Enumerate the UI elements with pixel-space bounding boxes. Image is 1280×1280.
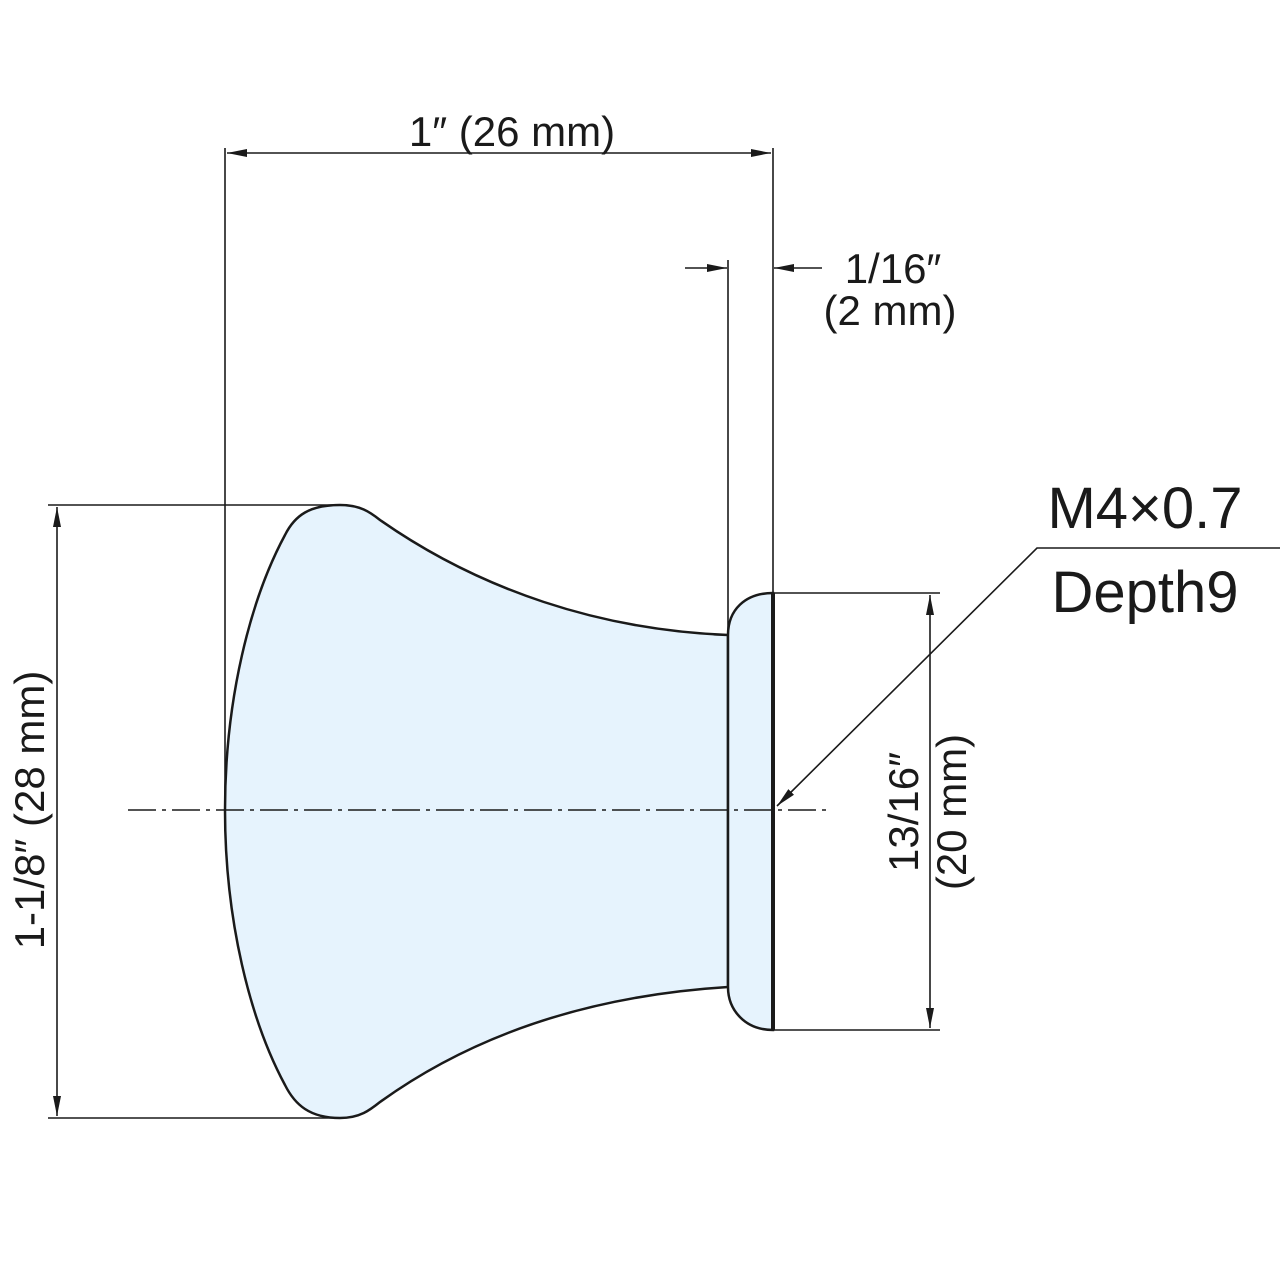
knob-flange: [726, 591, 775, 1032]
dimension-label: 1-1/8″ (28 mm): [6, 671, 53, 950]
leader-line: [776, 547, 1280, 807]
thread-size: M4×0.7: [1047, 476, 1242, 541]
dimension-label: 1/16″: [845, 245, 942, 292]
dimension-label: 13/16″: [880, 752, 927, 872]
dimension-label: (20 mm): [928, 734, 975, 890]
knob-body: [223, 503, 730, 1120]
dimension-label: 1″ (26 mm): [409, 108, 615, 155]
dimension-label: (2 mm): [824, 287, 957, 334]
thread-depth: Depth9: [1051, 560, 1238, 625]
